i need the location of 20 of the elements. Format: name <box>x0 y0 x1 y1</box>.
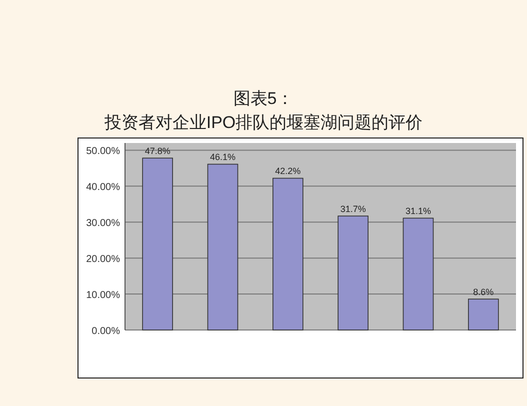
bar <box>142 158 173 330</box>
data-label: 8.6% <box>473 287 494 298</box>
bar <box>272 178 304 330</box>
y-tick-label: 0.00% <box>92 326 120 337</box>
bar <box>468 298 499 330</box>
bar <box>207 164 238 330</box>
y-tick-label: 40.00% <box>86 182 120 194</box>
data-label: 46.1% <box>210 152 236 162</box>
bar <box>338 216 368 330</box>
chart-subtitle: 投资者对企业IPO排队的堰塞湖问题的评价 <box>103 113 423 132</box>
chart-title: 图表5： <box>233 89 294 108</box>
y-tick-label: 20.00% <box>86 254 120 266</box>
y-tick-label: 30.00% <box>86 218 120 230</box>
data-label: 31.1% <box>405 206 432 216</box>
data-label: 47.8% <box>144 146 170 156</box>
bar <box>402 218 434 330</box>
data-label: 31.7% <box>340 204 366 214</box>
y-tick-label: 50.00% <box>86 146 120 158</box>
y-tick-label: 10.00% <box>86 290 120 302</box>
data-label: 42.2% <box>275 166 301 176</box>
